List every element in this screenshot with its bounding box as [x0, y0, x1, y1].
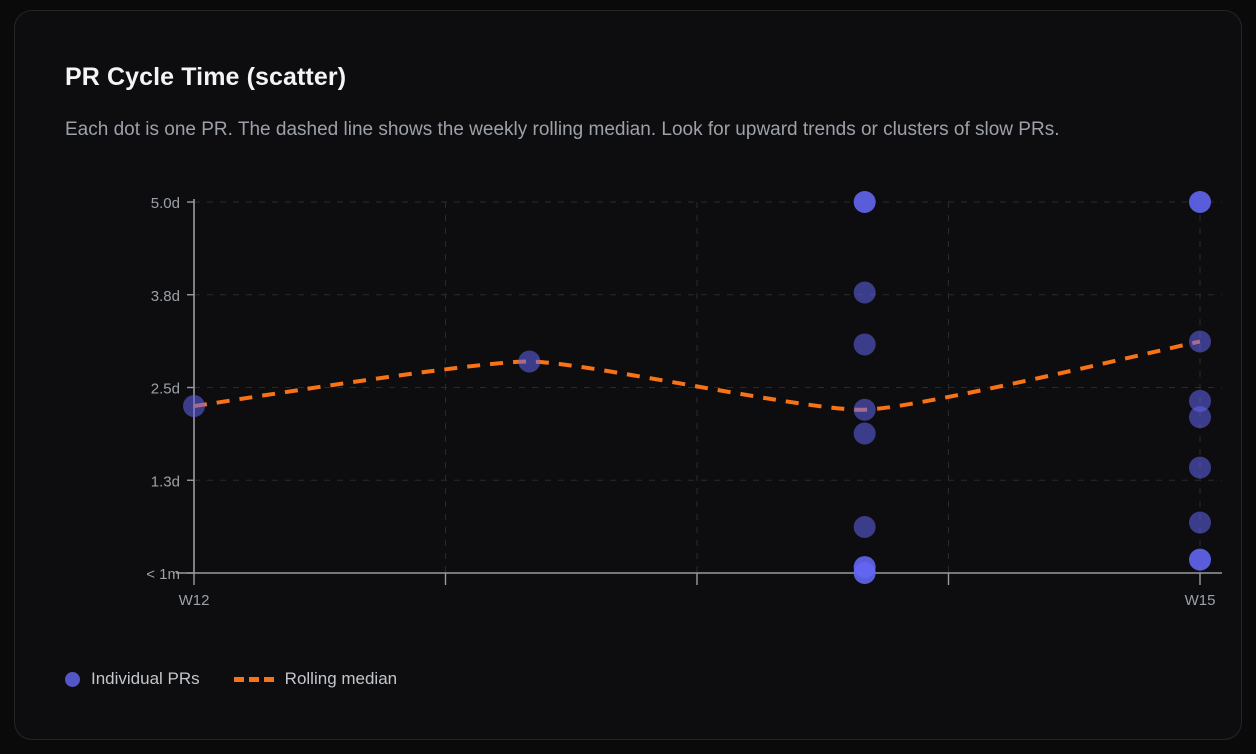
chart-legend: Individual PRs Rolling median: [65, 669, 397, 689]
scatter-point: [853, 515, 876, 538]
legend-item-individual-prs[interactable]: Individual PRs: [65, 669, 200, 689]
y-axis-tick-label: < 1m: [146, 566, 180, 583]
legend-dashed-line-icon: [233, 676, 274, 682]
legend-dot-icon: [65, 671, 80, 687]
scatter-point: [1189, 389, 1211, 412]
scatter-point: [1189, 511, 1211, 534]
legend-label: Individual PRs: [91, 669, 200, 688]
scatter-point: [853, 398, 876, 421]
scatter-point: [1189, 191, 1211, 213]
scatter-point: [853, 562, 876, 584]
scatter-point: [1189, 456, 1211, 479]
x-axis-tick-label: W15: [1185, 592, 1216, 609]
rolling-median-line: [193, 339, 1201, 412]
y-axis-tick-label: 5.0d: [151, 195, 180, 212]
scatter-plot: < 1m 1.3d 2.5d 3.8d 5.0d W12 W15: [15, 11, 1243, 741]
chart-svg: < 1m 1.3d 2.5d 3.8d 5.0d W12 W15: [146, 191, 1222, 609]
scatter-point: [1189, 330, 1211, 353]
scatter-point: [853, 333, 876, 356]
page-title: PR Cycle Time (scatter): [65, 63, 347, 91]
scatter-point: [853, 191, 876, 213]
y-axis-tick-label: 1.3d: [151, 473, 180, 490]
legend-item-rolling-median[interactable]: Rolling median: [233, 669, 398, 689]
legend-label: Rolling median: [284, 669, 398, 688]
scatter-point: [1189, 406, 1211, 429]
chart-description: Each dot is one PR. The dashed line show…: [65, 119, 1060, 140]
scatter-point: [183, 395, 205, 418]
scatter-point: [853, 422, 876, 445]
y-axis-tick-label: 3.8d: [151, 288, 180, 305]
chart-card: PR Cycle Time (scatter) Each dot is one …: [14, 10, 1242, 740]
scatter-point: [853, 281, 876, 304]
scatter-point: [1189, 548, 1211, 571]
y-axis-tick-label: 2.5d: [151, 381, 180, 398]
scatter-point: [518, 350, 541, 373]
x-axis-tick-label: W12: [179, 592, 210, 609]
